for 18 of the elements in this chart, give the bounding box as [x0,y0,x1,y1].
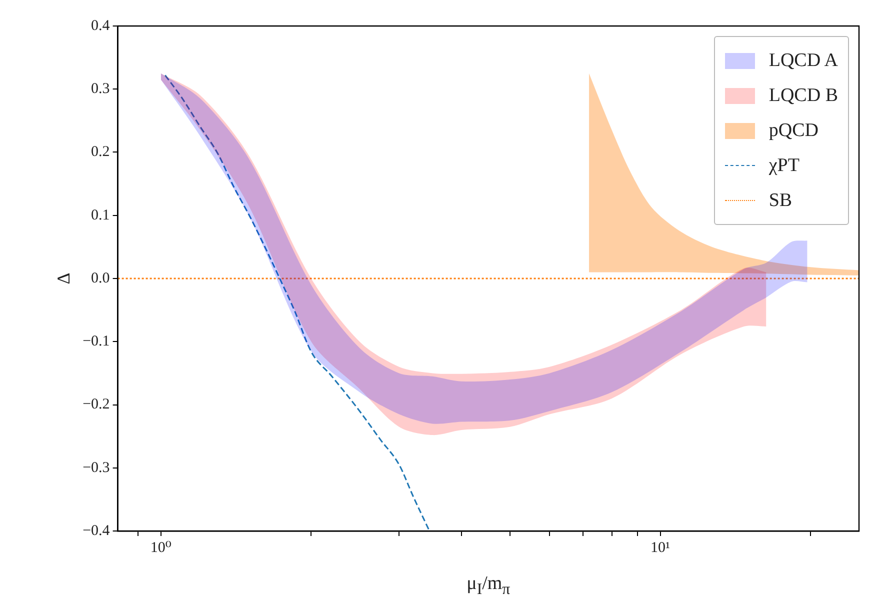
legend-label: SB [768,190,792,212]
y-tick-label: 0.1 [91,207,110,224]
legend-label: LQCD B [768,84,838,106]
y-axis-title: Δ [54,272,74,284]
legend-label: LQCD A [768,50,838,72]
legend-label: χPT [768,154,800,176]
legend-label: pQCD [768,120,818,142]
y-tick-label: 0.4 [91,18,110,34]
y-tick-label: −0.2 [82,396,110,413]
y-tick-label: −0.1 [82,334,110,350]
y-tick-label: −0.3 [82,460,110,476]
x-tick-label: 10¹ [650,540,670,556]
y-tick-label: 0.0 [91,270,110,286]
y-tick-label: 0.3 [91,81,110,98]
x-axis-title: μ$_{I}$/m$_{π}$ [466,573,512,599]
y-tick-label: −0.4 [82,522,110,539]
x-tick-label: 10⁰ [150,540,172,556]
y-tick-label: 0.2 [91,144,110,160]
